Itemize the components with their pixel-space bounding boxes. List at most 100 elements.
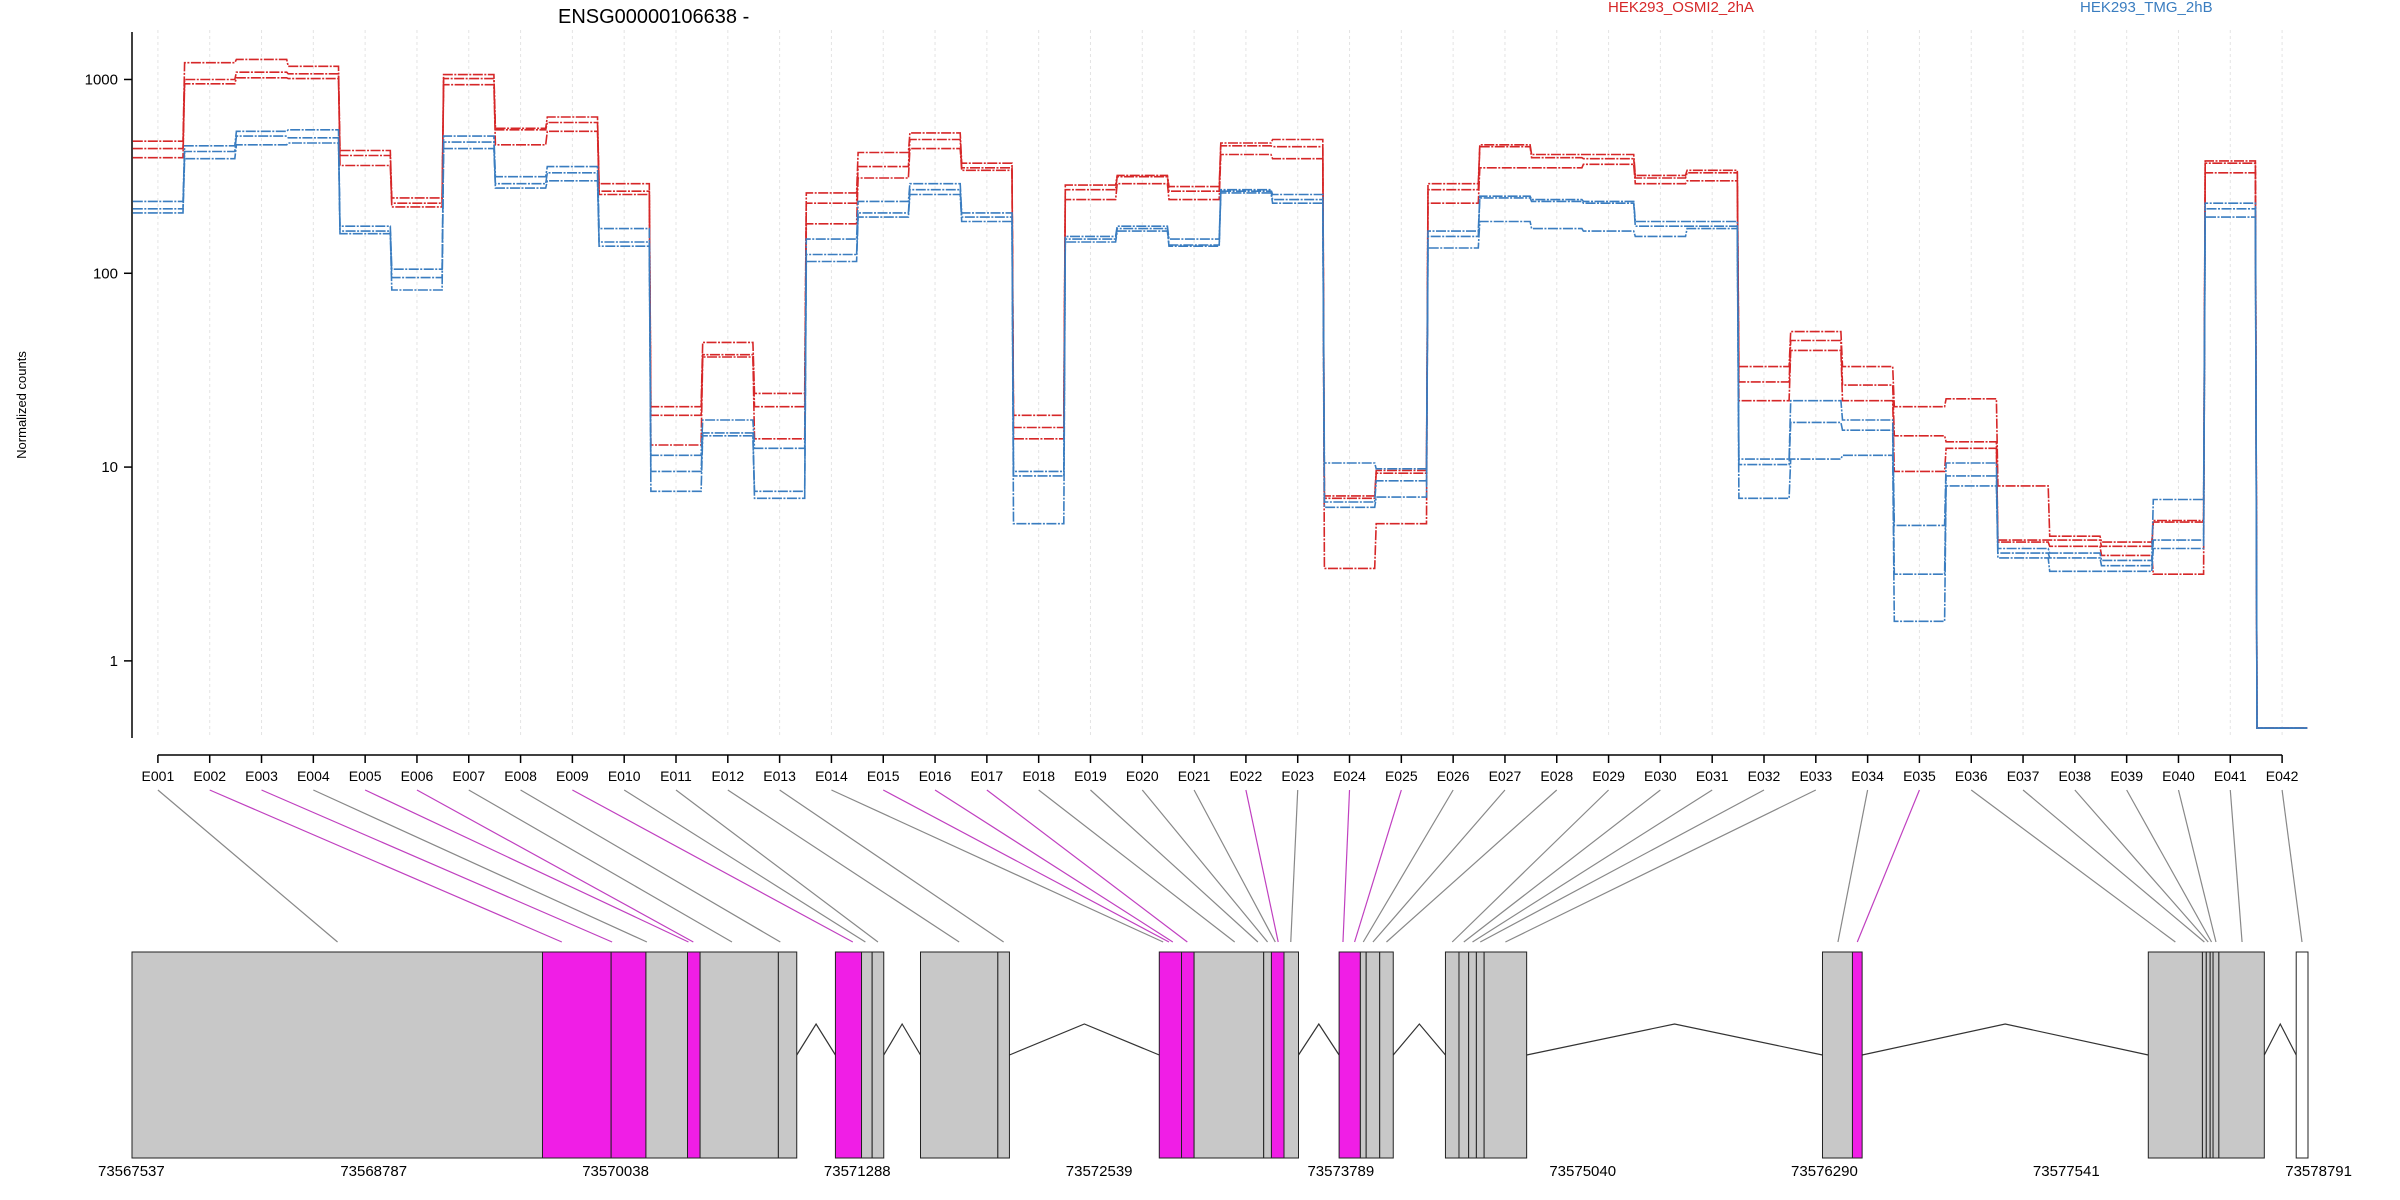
exon-connector xyxy=(313,789,648,943)
x-tick-label: E009 xyxy=(556,768,589,784)
x-tick-label: E039 xyxy=(2110,768,2143,784)
intron-line xyxy=(796,1022,836,1056)
series-line xyxy=(132,77,2308,729)
x-tick-label: E004 xyxy=(297,768,330,784)
x-tick-label: E025 xyxy=(1385,768,1418,784)
exon-connector xyxy=(416,789,694,943)
x-tick-label: E021 xyxy=(1178,768,1211,784)
x-tick-label: E006 xyxy=(401,768,434,784)
genomic-coordinate-label: 73572539 xyxy=(1066,1163,1133,1180)
y-tick-label: 1 xyxy=(110,653,118,670)
exon-connector xyxy=(2126,789,2213,943)
series-lines xyxy=(132,58,2308,729)
genomic-coordinate-label: 73578791 xyxy=(2285,1163,2352,1180)
exon-connector xyxy=(1038,789,1236,943)
exon-block-significant xyxy=(610,951,647,1159)
x-tick-label: E032 xyxy=(1748,768,1781,784)
x-tick-label: E038 xyxy=(2059,768,2092,784)
exon-block xyxy=(1458,951,1470,1159)
exon-connector xyxy=(261,789,613,943)
exon-connector xyxy=(520,789,781,943)
x-tick-label: E024 xyxy=(1333,768,1366,784)
x-tick-label: E028 xyxy=(1540,768,1573,784)
series-line xyxy=(132,142,2308,729)
legend-label-group-a: HEK293_OSMI2_2hA xyxy=(1608,0,1754,16)
exon-connector xyxy=(1463,789,1661,943)
exon-connector xyxy=(986,789,1188,943)
x-tick-label: E031 xyxy=(1696,768,1729,784)
x-tick-label: E026 xyxy=(1437,768,1470,784)
exon-connector xyxy=(572,789,854,943)
x-tick-label: E023 xyxy=(1281,768,1314,784)
exon-block-significant xyxy=(1181,951,1195,1159)
grid xyxy=(157,30,2283,738)
exon-connector xyxy=(2229,789,2243,943)
x-tick-label: E027 xyxy=(1489,768,1522,784)
x-tick-label: E042 xyxy=(2266,768,2299,784)
exon-block xyxy=(2205,951,2211,1159)
x-tick-label: E001 xyxy=(142,768,175,784)
exon-block xyxy=(861,951,873,1159)
exon-connector xyxy=(934,789,1174,943)
x-tick-label: E020 xyxy=(1126,768,1159,784)
exon-connector xyxy=(364,789,689,943)
intron-line xyxy=(1392,1023,1446,1056)
exon-block-significant xyxy=(834,951,863,1159)
exon-block xyxy=(699,951,779,1159)
y-tick-label: 1000 xyxy=(85,71,118,88)
x-tick-label: E037 xyxy=(2007,768,2040,784)
x-tick-label: E016 xyxy=(919,768,952,784)
exon-connector xyxy=(1342,789,1351,943)
x-tick-label: E040 xyxy=(2162,768,2195,784)
exon-connector xyxy=(1970,789,2176,943)
exon-block xyxy=(1821,951,1853,1159)
exon-block xyxy=(1483,951,1528,1159)
x-tick-label: E041 xyxy=(2214,768,2247,784)
x-tick-label: E029 xyxy=(1592,768,1625,784)
exon-block-significant xyxy=(1158,951,1183,1159)
y-axis-label: Normalized counts xyxy=(14,351,29,459)
x-tick-label: E010 xyxy=(608,768,641,784)
exon-block xyxy=(2295,951,2309,1159)
x-tick-label: E015 xyxy=(867,768,900,784)
genomic-axis: 73567537 73568787 73570038 73571288 73572539… xyxy=(98,1163,2352,1180)
y-tick-label: 100 xyxy=(93,265,118,282)
y-axis: 1 10 100 1000 xyxy=(85,32,133,738)
exon-connectors xyxy=(157,789,2303,943)
exon-connector xyxy=(1472,789,1713,943)
exon-connector xyxy=(831,789,1164,943)
exon-block xyxy=(1475,951,1485,1159)
x-tick-label: E011 xyxy=(660,768,692,784)
exon-connector xyxy=(1290,789,1299,943)
exon-connector xyxy=(779,789,1004,943)
x-tick-label: E034 xyxy=(1851,768,1884,784)
exon-block xyxy=(2147,951,2203,1159)
exon-block xyxy=(1365,951,1381,1159)
intron-line xyxy=(1297,1022,1340,1056)
exon-block xyxy=(1444,951,1460,1159)
x-tick-label: E036 xyxy=(1955,768,1988,784)
exon-block xyxy=(1283,951,1300,1159)
exon-block xyxy=(2218,951,2265,1159)
y-tick-label: 10 xyxy=(101,459,118,476)
exon-connector xyxy=(157,789,338,943)
gene-model xyxy=(131,951,2309,1159)
exon-connector xyxy=(675,789,879,943)
exon-block xyxy=(2212,951,2220,1159)
x-tick-label: E007 xyxy=(452,768,485,784)
x-tick-label: E012 xyxy=(711,768,744,784)
intron-line xyxy=(1861,1023,2149,1056)
exon-block xyxy=(919,951,999,1159)
exon-connector xyxy=(623,789,866,943)
exon-connector xyxy=(2022,789,2205,943)
exon-block xyxy=(777,951,798,1159)
exon-connector xyxy=(1090,789,1259,943)
exon-connector xyxy=(882,789,1170,943)
legend-label-group-b: HEK293_TMG_2hB xyxy=(2080,0,2213,16)
x-tick-label: E005 xyxy=(349,768,382,784)
exon-connector xyxy=(1386,789,1558,943)
exon-connector xyxy=(209,789,563,943)
exon-block xyxy=(997,951,1010,1159)
x-tick-label: E014 xyxy=(815,768,848,784)
